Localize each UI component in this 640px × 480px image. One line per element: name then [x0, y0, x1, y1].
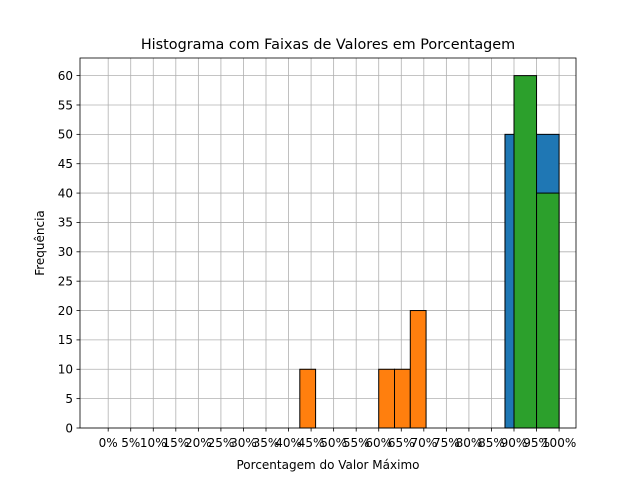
- x-tick-label: 75%: [433, 436, 460, 450]
- y-tick-label: 5: [65, 392, 73, 406]
- y-tick-label: 30: [58, 245, 73, 259]
- histogram-bar: [513, 75, 538, 429]
- y-tick-label: 20: [58, 304, 73, 318]
- x-tick-label: 15%: [162, 436, 189, 450]
- histogram-bar: [536, 192, 560, 429]
- x-tick-label: 35%: [253, 436, 280, 450]
- x-tick-label: 80%: [456, 436, 483, 450]
- y-tick-label: 10: [58, 363, 73, 377]
- x-tick-label: 65%: [388, 436, 415, 450]
- x-tick-label: 25%: [208, 436, 235, 450]
- y-tick-label: 40: [58, 186, 73, 200]
- y-axis-ticks: 0 5 10 15 20 25 30 35 40 45 50 55 60: [58, 69, 80, 435]
- y-tick-label: 25: [58, 274, 73, 288]
- y-tick-label: 0: [65, 421, 73, 435]
- y-tick-label: 50: [58, 128, 73, 142]
- x-tick-label: 30%: [230, 436, 257, 450]
- histogram-bar: [394, 368, 411, 429]
- x-axis-ticks: 0% 5% 10%15%20%25%30%35%40%45%50%55%60%65%…: [99, 428, 576, 450]
- histogram-bar: [409, 310, 427, 429]
- y-tick-label: 45: [58, 157, 73, 171]
- chart-title: Histograma com Faixas de Valores em Porc…: [141, 37, 515, 53]
- x-tick-label: 20%: [185, 436, 212, 450]
- x-tick-label: 85%: [478, 436, 505, 450]
- x-tick-label: 10%: [140, 436, 167, 450]
- y-tick-label: 35: [58, 216, 73, 230]
- plot-frame: [79, 57, 577, 429]
- y-tick-label: 15: [58, 333, 73, 347]
- x-tick-label: 40%: [275, 436, 302, 450]
- x-tick-label: 95%: [523, 436, 550, 450]
- y-axis-label: Frequência: [33, 210, 47, 276]
- y-tick-label: 55: [58, 98, 73, 112]
- x-tick-label: 90%: [501, 436, 528, 450]
- x-tick-label: 60%: [365, 436, 392, 450]
- x-tick-label: 70%: [410, 436, 437, 450]
- x-tick-label: 100%: [542, 436, 576, 450]
- histogram-bar: [378, 368, 396, 429]
- x-tick-label: 0%: [99, 436, 118, 450]
- bars-group: [299, 75, 560, 429]
- x-axis-label: Porcentagem do Valor Máximo: [237, 458, 420, 472]
- x-tick-label: 5%: [121, 436, 140, 450]
- plot-area: [80, 58, 576, 428]
- y-tick-label: 60: [58, 69, 73, 83]
- histogram-bar: [299, 368, 317, 429]
- x-tick-label: 55%: [343, 436, 370, 450]
- x-tick-label: 45%: [298, 436, 325, 450]
- x-tick-label: 50%: [320, 436, 347, 450]
